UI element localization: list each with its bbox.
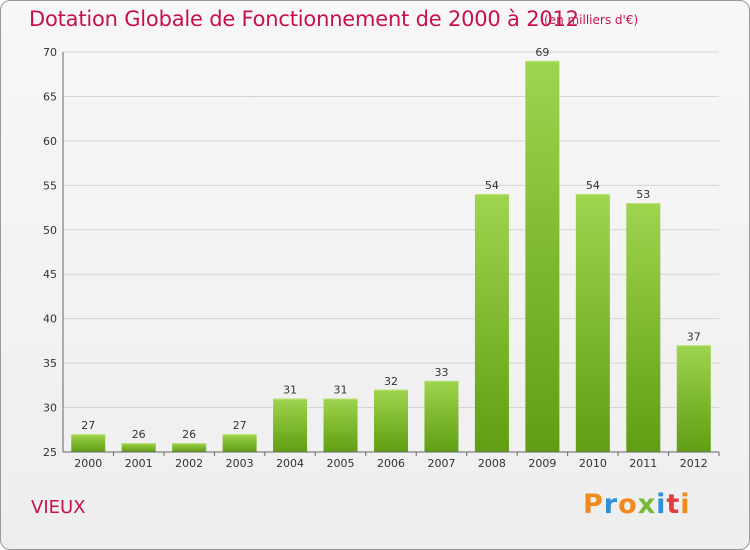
logo-letter: i	[656, 489, 667, 520]
data-label: 69	[535, 46, 549, 59]
bar[interactable]	[626, 203, 661, 452]
x-tick-label: 2010	[579, 457, 607, 470]
data-label: 32	[384, 375, 398, 388]
axes: 25 30 35 40 45 50 55 60 65 70 2000 2001 2002 2003 2004…	[43, 46, 720, 470]
x-tick-label: 2008	[478, 457, 506, 470]
data-label: 54	[485, 179, 499, 192]
bar[interactable]	[121, 443, 156, 452]
y-tick-label: 25	[43, 446, 57, 459]
y-tick-label: 45	[43, 268, 57, 281]
data-label: 33	[434, 366, 448, 379]
y-tick-label: 50	[43, 224, 57, 237]
bar[interactable]	[676, 345, 711, 452]
chart-unit: (en milliers d'€)	[544, 13, 639, 27]
x-tick-label: 2005	[327, 457, 355, 470]
chart-title: Dotation Globale de Fonctionnement de 20…	[29, 7, 579, 31]
bar[interactable]	[222, 434, 257, 452]
y-tick-label: 30	[43, 402, 57, 415]
data-label: 26	[182, 428, 196, 441]
x-tick-label: 2011	[629, 457, 657, 470]
y-tick-label: 70	[43, 46, 57, 59]
logo-letter: i	[680, 489, 691, 520]
proxiti-logo[interactable]: Proxiti	[583, 489, 691, 520]
x-tick-label: 2012	[680, 457, 708, 470]
bar[interactable]	[172, 443, 207, 452]
logo-letter: x	[637, 489, 657, 520]
data-label: 27	[233, 419, 247, 432]
x-tick-label: 2009	[528, 457, 556, 470]
commune-name: VIEUX	[31, 497, 86, 518]
x-tick-label: 2000	[74, 457, 102, 470]
bar[interactable]	[424, 380, 459, 452]
bar[interactable]	[71, 434, 106, 452]
data-label: 31	[334, 384, 348, 397]
data-label: 37	[687, 330, 701, 343]
logo-letter: r	[603, 489, 619, 520]
y-tick-label: 35	[43, 357, 57, 370]
logo-letter: P	[583, 489, 604, 520]
x-tick-label: 2006	[377, 457, 405, 470]
data-label: 31	[283, 384, 297, 397]
bar[interactable]	[273, 398, 308, 452]
y-tick-label: 55	[43, 179, 57, 192]
bar[interactable]	[374, 389, 408, 452]
y-tick-label: 60	[43, 135, 57, 148]
bar[interactable]	[323, 398, 358, 452]
x-tick-label: 2007	[427, 457, 455, 470]
x-tick-label: 2002	[175, 457, 203, 470]
y-tick-label: 65	[43, 90, 57, 103]
x-tick-label: 2003	[226, 457, 254, 470]
bars: 27 26 26 27 31 31 32 33 54 69 54 53 37	[71, 46, 711, 453]
x-tick-label: 2001	[125, 457, 153, 470]
bar[interactable]	[474, 194, 509, 452]
bar[interactable]	[525, 60, 560, 453]
logo-letter: t	[666, 489, 681, 520]
data-label: 53	[636, 188, 650, 201]
data-label: 54	[586, 179, 600, 192]
logo-letter: o	[618, 489, 638, 520]
bar[interactable]	[575, 194, 610, 452]
x-tick-label: 2004	[276, 457, 304, 470]
data-label: 26	[132, 428, 146, 441]
data-label: 27	[81, 419, 95, 432]
y-tick-label: 40	[43, 313, 57, 326]
